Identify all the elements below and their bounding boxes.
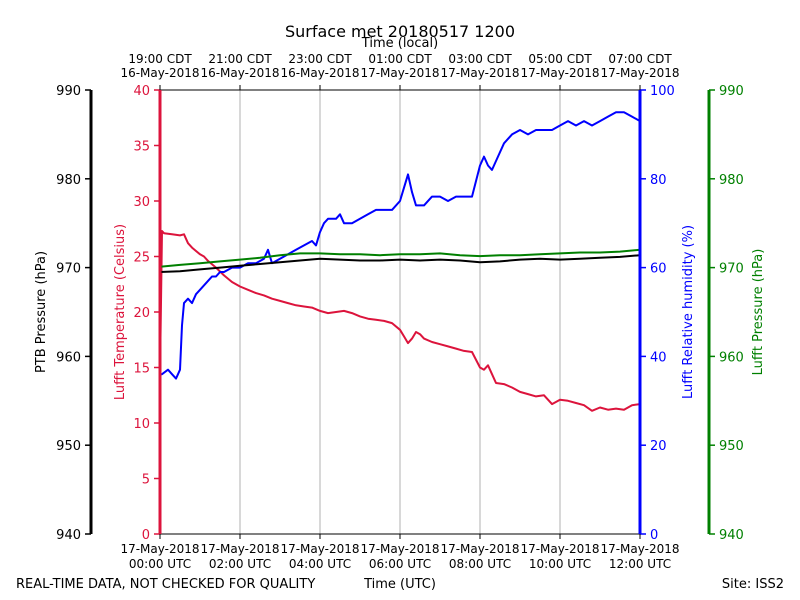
lufft_p-tick-label-4: 980 <box>719 173 744 188</box>
series-line-lufft-pressure <box>159 248 641 268</box>
bottom-tick-time-6: 12:00 UTC <box>609 557 671 571</box>
temp-tick-label-5: 25 <box>133 251 150 266</box>
series-line-lufft-relative-humidity <box>160 111 641 380</box>
bottom-tick-date-6: 17-May-2018 <box>600 542 679 556</box>
top-tick-date-0: 16-May-2018 <box>120 66 199 80</box>
footer-site: Site: ISS2 <box>722 577 784 592</box>
temp-tick-label-3: 15 <box>133 362 150 377</box>
series-layer <box>159 111 641 412</box>
temperature-axis: 0 5 10 15 20 25 30 35 40 <box>133 84 162 543</box>
top-tick-time-6: 07:00 CDT <box>608 52 672 66</box>
bottom-tick-date-2: 17-May-2018 <box>280 542 359 556</box>
x-axis-label: Time (UTC) <box>363 577 436 592</box>
rh-tick-label-3: 60 <box>650 262 667 277</box>
temp-tick-label-0: 0 <box>142 528 150 543</box>
top-axis-label: Time (local) <box>361 36 438 51</box>
temp-tick-label-6: 30 <box>133 195 150 210</box>
bottom-tick-time-4: 08:00 UTC <box>449 557 511 571</box>
top-tick-time-2: 23:00 CDT <box>288 52 352 66</box>
bottom-tick-date-3: 17-May-2018 <box>360 542 439 556</box>
footer-quality-note: REAL-TIME DATA, NOT CHECKED FOR QUALITY <box>16 577 315 592</box>
rh-tick-label-4: 80 <box>650 173 667 188</box>
ptb-tick-label-5: 990 <box>56 84 81 99</box>
temp-tick-label-4: 20 <box>133 306 150 321</box>
temp-tick-label-2: 10 <box>133 417 150 432</box>
bottom-tick-date-5: 17-May-2018 <box>520 542 599 556</box>
ptb-tick-label-1: 950 <box>56 439 81 454</box>
ptb-pressure-axis: 940 950 960 970 980 990 <box>56 84 93 543</box>
rh-tick-label-5: 100 <box>650 84 675 99</box>
lufft_p-tick-label-1: 950 <box>719 439 744 454</box>
bottom-tick-time-2: 04:00 UTC <box>289 557 351 571</box>
temp-tick-label-7: 35 <box>133 140 150 155</box>
bottom-tick-date-1: 17-May-2018 <box>200 542 279 556</box>
temperature-axis-label: Lufft Temperature (Celsius) <box>113 224 128 400</box>
top-tick-date-4: 17-May-2018 <box>440 66 519 80</box>
vertical-gridlines <box>239 90 561 534</box>
lufft_p-tick-label-0: 940 <box>719 528 744 543</box>
humidity-axis-label: Lufft Relative humidity (%) <box>681 225 696 399</box>
temp-tick-label-1: 5 <box>142 473 150 488</box>
top-tick-date-1: 16-May-2018 <box>200 66 279 80</box>
ptb-tick-label-2: 960 <box>56 350 81 365</box>
series-line-lufft-temperature <box>159 230 641 412</box>
top-tick-date-2: 16-May-2018 <box>280 66 359 80</box>
lufft_p-tick-label-2: 960 <box>719 350 744 365</box>
humidity-axis: 0 20 40 60 80 100 <box>638 84 675 543</box>
lufft_p-tick-label-3: 970 <box>719 262 744 277</box>
top-tick-date-3: 17-May-2018 <box>360 66 439 80</box>
top-tick-time-3: 01:00 CDT <box>368 52 432 66</box>
bottom-tick-time-3: 06:00 UTC <box>369 557 431 571</box>
lufft_p-tick-label-5: 990 <box>719 84 744 99</box>
series-line-ptb-pressure <box>159 254 641 273</box>
top-tick-time-1: 21:00 CDT <box>208 52 272 66</box>
top-tick-time-0: 19:00 CDT <box>128 52 192 66</box>
top-tick-time-4: 03:00 CDT <box>448 52 512 66</box>
temp-tick-label-8: 40 <box>133 84 150 99</box>
bottom-tick-time-0: 00:00 UTC <box>129 557 191 571</box>
lufft-pressure-axis: 940 950 960 970 980 990 <box>707 84 744 543</box>
bottom-tick-time-1: 02:00 UTC <box>209 557 271 571</box>
rh-tick-label-2: 40 <box>650 350 667 365</box>
bottom-tick-time-5: 10:00 UTC <box>529 557 591 571</box>
bottom-tick-date-4: 17-May-2018 <box>440 542 519 556</box>
ptb-axis-label: PTB Pressure (hPa) <box>34 251 49 373</box>
top-tick-time-5: 05:00 CDT <box>528 52 592 66</box>
ptb-tick-label-3: 970 <box>56 262 81 277</box>
rh-tick-label-1: 20 <box>650 439 667 454</box>
bottom-tick-date-0: 17-May-2018 <box>120 542 199 556</box>
ptb-tick-label-4: 980 <box>56 173 81 188</box>
chart-title: Surface met 20180517 1200 <box>285 22 515 41</box>
lufft-pressure-axis-label: Lufft Pressure (hPa) <box>751 249 766 376</box>
rh-tick-label-0: 0 <box>650 528 658 543</box>
ptb-tick-label-0: 940 <box>56 528 81 543</box>
top-tick-date-5: 17-May-2018 <box>520 66 599 80</box>
top-tick-date-6: 17-May-2018 <box>600 66 679 80</box>
